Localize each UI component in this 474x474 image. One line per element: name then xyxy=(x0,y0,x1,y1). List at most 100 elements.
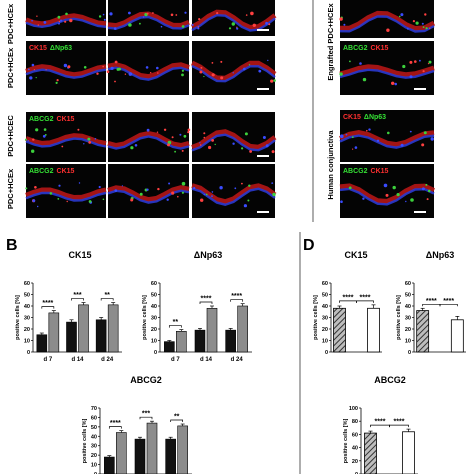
abcg2-sig-bracket xyxy=(170,419,184,423)
micrograph-r2-c3-dot xyxy=(267,59,269,62)
micrograph-r3-c3-dot xyxy=(232,142,235,145)
d-abcg2-sig-label: **** xyxy=(375,419,386,426)
micrograph-r3-c1-dot xyxy=(32,138,35,141)
micrograph-r1-c3-dot xyxy=(216,12,219,15)
micrograph-right-4-dot xyxy=(348,186,352,190)
d-dnp63-sig-label: **** xyxy=(443,298,454,305)
micrograph-right-4-dot xyxy=(405,200,407,203)
right-label-conjunctiva: Human conjunctiva xyxy=(326,130,335,200)
micrograph-r1-c2-dot xyxy=(113,27,117,30)
d-ck15-ytick-label: 30 xyxy=(322,316,328,322)
d-abcg2-ytick-label: 60 xyxy=(352,432,358,438)
micrograph-r2-c1-dot xyxy=(29,76,33,80)
micrograph-r3-c1-dot xyxy=(83,143,85,145)
micrograph-r4-c2-dot xyxy=(146,188,149,191)
d-ck15-title: CK15 xyxy=(344,250,367,260)
micrograph-r2-c3-dot xyxy=(199,70,203,74)
overlay-label-r3-part: CK15 xyxy=(57,116,75,123)
micrograph-right-3-dot xyxy=(345,133,348,136)
micrograph-right-2-dot xyxy=(409,60,413,64)
micrograph-r1-c2-dot xyxy=(184,11,187,14)
dnp63-bar xyxy=(237,305,248,353)
ck15-sig-label: *** xyxy=(73,292,81,299)
micrograph-r3-c2-dot xyxy=(187,128,191,132)
micrograph-r2-c2-dot xyxy=(106,70,110,73)
d-abcg2-ytick-label: 20 xyxy=(352,459,358,465)
overlay-label-r2-part: CK15 xyxy=(29,45,47,52)
micrograph-right-4-dot xyxy=(425,183,428,186)
d-ck15-ytick-label: 10 xyxy=(322,339,328,345)
micrograph-r1-c3-dot xyxy=(197,26,200,28)
panel-letter-b: B xyxy=(6,237,18,254)
micrograph-r4-c1-dot xyxy=(57,198,60,200)
abcg2-sig-label: *** xyxy=(142,411,150,418)
micrograph-r1-c2-blue-band xyxy=(107,15,190,30)
micrograph-r1-c3-dot xyxy=(252,23,256,27)
micrograph-r1-c3-blue-band xyxy=(191,13,276,32)
micrograph-r1-c3-dot xyxy=(231,22,235,26)
micrograph-r2-c2-blue-band xyxy=(107,66,190,81)
micrograph-r3-c2-dot xyxy=(134,144,138,147)
d-abcg2-ytick-label: 80 xyxy=(352,419,358,425)
micrograph-r3-c3-dot xyxy=(249,150,253,153)
micrograph-r4-c3-blue-band xyxy=(191,187,276,206)
micrograph-r4-c3-dot xyxy=(234,187,237,190)
micrograph-right-4 xyxy=(339,164,436,218)
d-abcg2-bar xyxy=(364,432,377,474)
scale-bar-r2 xyxy=(257,88,269,90)
micrograph-r4-c3-dot xyxy=(200,198,204,202)
d-ck15-ylabel: positive cells [%] xyxy=(313,295,319,340)
micrograph-r4-c2-dot xyxy=(181,191,184,194)
abcg2-ytick-label: 40 xyxy=(91,434,97,440)
abcg2-bar xyxy=(134,438,146,474)
ck15-ytick-label: 40 xyxy=(24,304,30,310)
micrograph-r1-c1-red-band xyxy=(25,13,107,27)
dnp63-ylabel: positive cells [%] xyxy=(142,295,148,340)
micrograph-r3-c1-dot xyxy=(87,137,91,141)
micrograph-r2-c2-dot xyxy=(157,72,159,74)
dnp63-ytick-label: 60 xyxy=(151,281,157,287)
micrograph-r2-c2-dot xyxy=(156,66,159,70)
micrograph-r4-c3-dot xyxy=(193,187,196,190)
micrograph-r4-c2-dot xyxy=(177,195,179,198)
abcg2-ytick-label: 0 xyxy=(94,472,97,474)
micrograph-r4-c1-dot xyxy=(32,199,36,203)
abcg2-bar xyxy=(116,432,127,474)
micrograph-r1-c2-dot xyxy=(146,12,149,15)
d-dnp63-ytick-label: 0 xyxy=(408,350,411,356)
micrograph-r2-c2-dot xyxy=(124,73,127,75)
ck15-sig-label: ** xyxy=(104,292,110,299)
overlay-label-right-4: ABCG2 CK15 xyxy=(343,168,389,175)
micrograph-right-2-dot xyxy=(402,64,406,69)
micrograph-r2-c3-dot xyxy=(248,64,251,66)
micrograph-r3-c2-dot xyxy=(179,133,182,136)
dnp63-bar xyxy=(206,307,218,353)
micrograph-right-2-dot xyxy=(391,81,395,86)
micrograph-right-2-dot xyxy=(419,59,421,62)
dnp63-ytick-label: 50 xyxy=(151,293,157,299)
micrograph-right-4-dot xyxy=(340,200,343,203)
micrograph-right-1-dot xyxy=(415,21,419,25)
d-dnp63-sig-label: **** xyxy=(426,298,437,305)
micrograph-r2-c1-blue-band xyxy=(25,68,107,79)
d-ck15-sig-bracket xyxy=(356,300,374,303)
micrograph-r4-c3-red-band xyxy=(191,183,277,205)
micrograph-r3-c2-blue-band xyxy=(107,135,190,150)
d-dnp63-bar xyxy=(450,319,464,353)
abcg2-ytick-label: 60 xyxy=(91,415,97,421)
micrograph-r1-c3-dot xyxy=(245,14,248,16)
micrograph-r3-c3-red-band xyxy=(191,129,277,150)
micrograph-right-3-dot xyxy=(430,137,434,141)
micrograph-r1-c1-dot xyxy=(58,20,61,23)
micrograph-r2-c3-dot xyxy=(200,66,203,69)
micrograph-r4-c1-blue-band xyxy=(25,191,107,202)
micrograph-r1-c3-dot xyxy=(198,18,201,21)
micrograph-r2-c1-dot xyxy=(35,77,37,79)
overlay-label-right-2-part: CK15 xyxy=(371,45,389,52)
micrograph-right-2-dot xyxy=(422,70,425,73)
ck15-sig-label: **** xyxy=(42,300,53,307)
abcg2-ytick-label: 50 xyxy=(91,425,97,431)
ck15-xtick-label: d 14 xyxy=(71,357,84,363)
micrograph-right-2-dot xyxy=(394,82,398,86)
